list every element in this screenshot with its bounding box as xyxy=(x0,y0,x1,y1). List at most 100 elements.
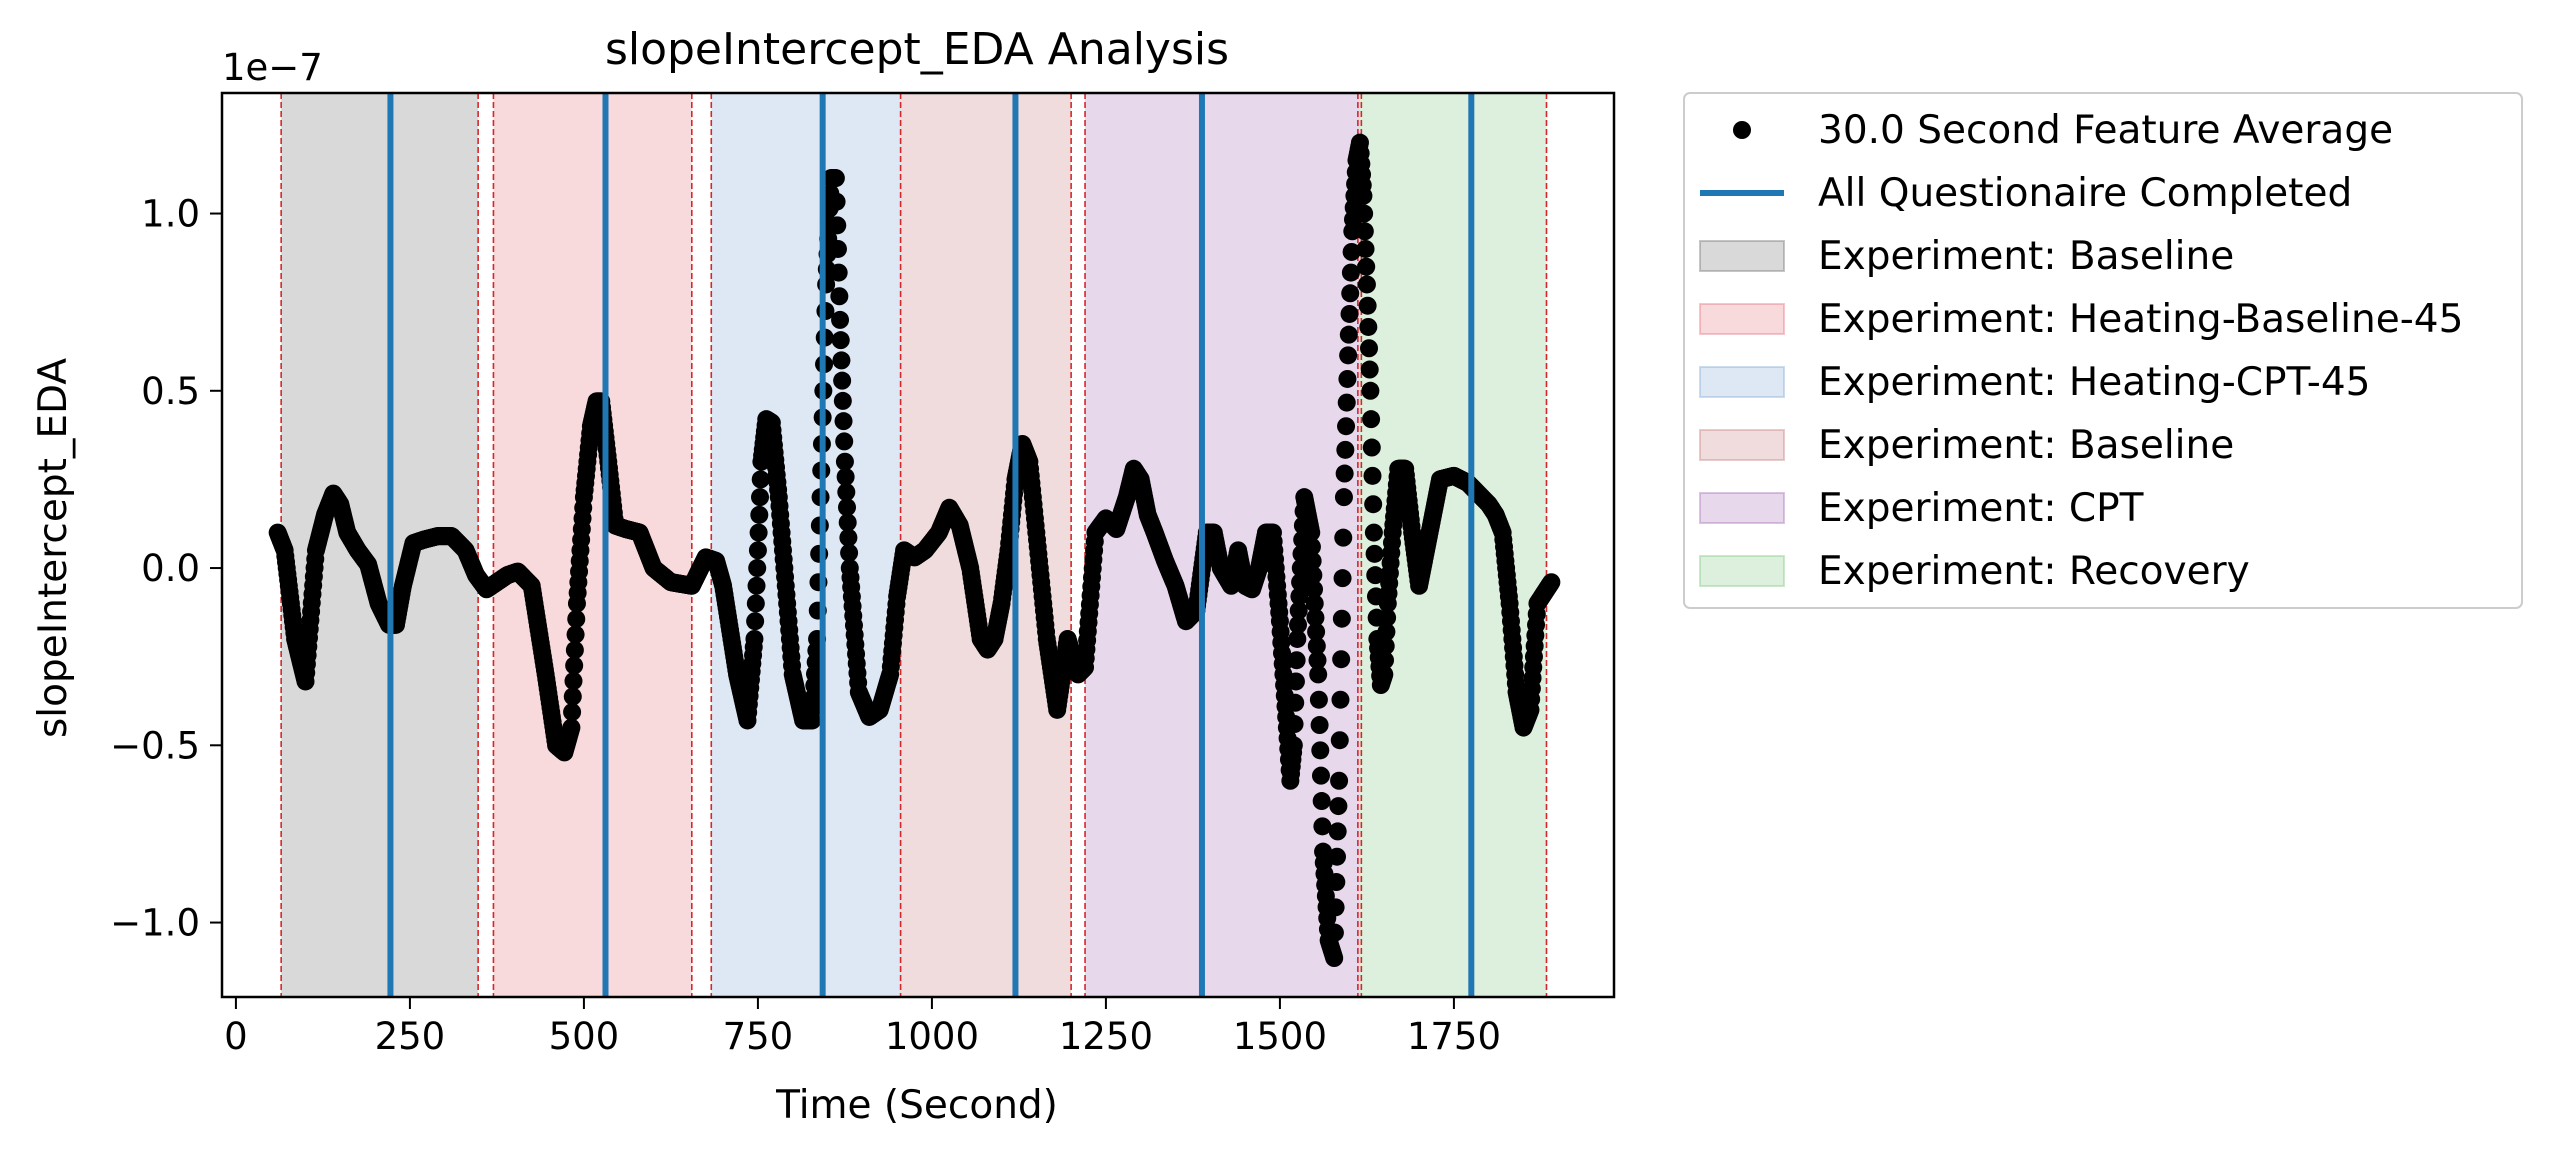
data-point-813 xyxy=(834,412,853,431)
data-point-1466 xyxy=(1289,615,1308,634)
data-point-812 xyxy=(833,391,852,410)
legend-label-4: Experiment: Heating-CPT-45 xyxy=(1818,360,2370,405)
data-point-423 xyxy=(563,703,582,722)
data-point-1571 xyxy=(1362,410,1381,429)
data-point-1561 xyxy=(1355,204,1374,223)
data-point-1592 xyxy=(1376,637,1395,656)
data-point-1563 xyxy=(1356,239,1375,258)
data-point-818 xyxy=(838,498,857,517)
y-tick-label-0: −1.0 xyxy=(110,902,200,945)
data-point-1543 xyxy=(1342,242,1361,261)
data-point-1460 xyxy=(1284,736,1303,755)
data-point-1569 xyxy=(1360,360,1379,379)
data-point-1534 xyxy=(1336,440,1355,459)
data-point-1590 xyxy=(1375,665,1394,684)
legend-label-2: Experiment: Baseline xyxy=(1818,234,2234,279)
x-tick-label-4: 1000 xyxy=(885,1015,979,1058)
data-point-807 xyxy=(830,287,849,306)
data-point-1524 xyxy=(1329,797,1348,816)
data-point-1522 xyxy=(1327,847,1346,866)
data-point-1499 xyxy=(1311,766,1330,785)
y-axis-ticks: −1.0 −0.5 0.0 0.5 1.0 xyxy=(110,193,222,945)
y-axis-scale-label: 1e−7 xyxy=(222,46,323,89)
data-point-1535 xyxy=(1337,417,1356,436)
data-point-1464 xyxy=(1287,651,1306,670)
data-point-806 xyxy=(829,263,848,282)
chart-title: slopeIntercept_EDA Analysis xyxy=(605,24,1229,75)
data-point-686 xyxy=(746,612,765,631)
y-tick-label-1: −0.5 xyxy=(110,724,200,767)
data-point-1495 xyxy=(1309,665,1328,684)
data-point-687 xyxy=(746,594,765,613)
data-point-691 xyxy=(749,523,768,542)
data-point-1530 xyxy=(1333,569,1352,588)
data-point-805 xyxy=(828,239,847,258)
data-point-1539 xyxy=(1339,325,1358,344)
legend-marker-point xyxy=(1733,121,1751,139)
data-point-1570 xyxy=(1361,381,1380,400)
y-tick-label-4: 1.0 xyxy=(141,193,200,236)
data-point-815 xyxy=(835,452,854,471)
data-point-1540 xyxy=(1340,304,1359,323)
data-point-1498 xyxy=(1311,741,1330,760)
data-point-685 xyxy=(745,629,764,648)
x-tick-label-7: 1750 xyxy=(1407,1015,1501,1058)
data-point-1541 xyxy=(1341,284,1360,303)
data-point-1485 xyxy=(1302,523,1321,542)
data-point-689 xyxy=(748,559,767,578)
data-point-694 xyxy=(751,470,770,489)
data-point-427 xyxy=(565,641,584,660)
x-tick-label-2: 500 xyxy=(549,1015,620,1058)
data-point-1572 xyxy=(1362,438,1381,457)
data-point-1525 xyxy=(1330,771,1349,790)
legend-swatch-5 xyxy=(1699,429,1785,461)
data-point-1564 xyxy=(1357,257,1376,276)
legend-label-1: All Questionaire Completed xyxy=(1818,171,2352,216)
legend-swatch-6 xyxy=(1699,492,1785,524)
data-point-422 xyxy=(562,718,581,737)
data-point-1560 xyxy=(1354,186,1373,205)
data-point-692 xyxy=(750,505,769,524)
legend: 30.0 Second Feature Average All Questiona… xyxy=(1683,92,2523,609)
data-point-1465 xyxy=(1288,629,1307,648)
data-point-1521 xyxy=(1327,873,1346,892)
data-point-1526 xyxy=(1330,731,1349,750)
data-point-1573 xyxy=(1363,466,1382,485)
data-point-1536 xyxy=(1337,393,1356,412)
data-point-1529 xyxy=(1332,609,1351,628)
data-point-804 xyxy=(828,216,847,235)
data-point-1574 xyxy=(1364,495,1383,514)
legend-label-6: Experiment: CPT xyxy=(1818,486,2144,531)
data-point-1523 xyxy=(1328,822,1347,841)
data-point-1463 xyxy=(1286,672,1305,691)
questionnaire-completed-lines xyxy=(387,93,1475,997)
legend-label-3: Experiment: Heating-Baseline-45 xyxy=(1818,297,2463,342)
data-point-1490 xyxy=(1305,594,1324,613)
data-point-1489 xyxy=(1305,580,1324,599)
data-point-1520 xyxy=(1326,898,1345,917)
data-point-429 xyxy=(567,610,586,628)
data-point-1461 xyxy=(1285,715,1304,734)
data-point-693 xyxy=(751,488,770,507)
data-point-1533 xyxy=(1335,464,1354,483)
x-tick-label-6: 1500 xyxy=(1233,1015,1327,1058)
data-point-424 xyxy=(563,687,582,706)
x-axis-title: Time (Second) xyxy=(775,1083,1058,1128)
legend-swatch-2 xyxy=(1699,240,1785,272)
legend-swatch-4 xyxy=(1699,366,1785,398)
data-point-1518 xyxy=(1325,949,1344,967)
legend-label-7: Experiment: Recovery xyxy=(1818,549,2250,594)
data-point-1497 xyxy=(1310,716,1329,735)
data-point-1500 xyxy=(1312,792,1331,811)
data-point-1487 xyxy=(1303,551,1322,570)
y-axis-title: slopeIntercept_EDA xyxy=(31,358,76,738)
x-tick-label-0: 0 xyxy=(224,1015,248,1058)
data-point-820 xyxy=(839,528,858,547)
data-point-688 xyxy=(747,576,766,595)
x-tick-label-5: 1250 xyxy=(1059,1015,1153,1058)
x-tick-label-3: 750 xyxy=(723,1015,794,1058)
data-point-1496 xyxy=(1309,690,1328,709)
data-point-1532 xyxy=(1334,488,1353,507)
data-point-1576 xyxy=(1365,544,1384,563)
y-tick-label-3: 0.5 xyxy=(141,370,200,413)
